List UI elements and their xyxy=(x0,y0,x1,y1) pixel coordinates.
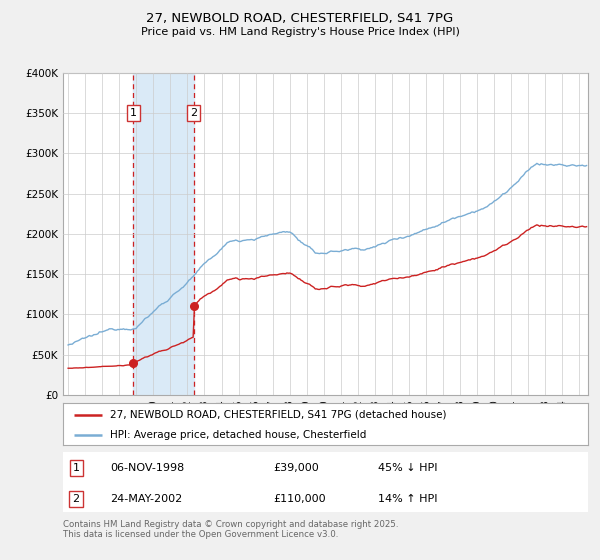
Text: 27, NEWBOLD ROAD, CHESTERFIELD, S41 7PG: 27, NEWBOLD ROAD, CHESTERFIELD, S41 7PG xyxy=(146,12,454,25)
Text: 06-NOV-1998: 06-NOV-1998 xyxy=(110,463,185,473)
Text: 14% ↑ HPI: 14% ↑ HPI xyxy=(378,494,437,504)
Text: Price paid vs. HM Land Registry's House Price Index (HPI): Price paid vs. HM Land Registry's House … xyxy=(140,27,460,37)
Text: £39,000: £39,000 xyxy=(273,463,319,473)
Text: 27, NEWBOLD ROAD, CHESTERFIELD, S41 7PG (detached house): 27, NEWBOLD ROAD, CHESTERFIELD, S41 7PG … xyxy=(110,410,447,420)
Text: 1: 1 xyxy=(130,108,137,118)
Text: Contains HM Land Registry data © Crown copyright and database right 2025.
This d: Contains HM Land Registry data © Crown c… xyxy=(63,520,398,539)
Bar xyxy=(133,73,194,395)
Text: 2: 2 xyxy=(73,494,80,504)
Text: 45% ↓ HPI: 45% ↓ HPI xyxy=(378,463,437,473)
Text: HPI: Average price, detached house, Chesterfield: HPI: Average price, detached house, Ches… xyxy=(110,430,367,440)
Text: 2: 2 xyxy=(190,108,197,118)
Text: 1: 1 xyxy=(73,463,80,473)
Text: 24-MAY-2002: 24-MAY-2002 xyxy=(110,494,182,504)
Text: £110,000: £110,000 xyxy=(273,494,326,504)
